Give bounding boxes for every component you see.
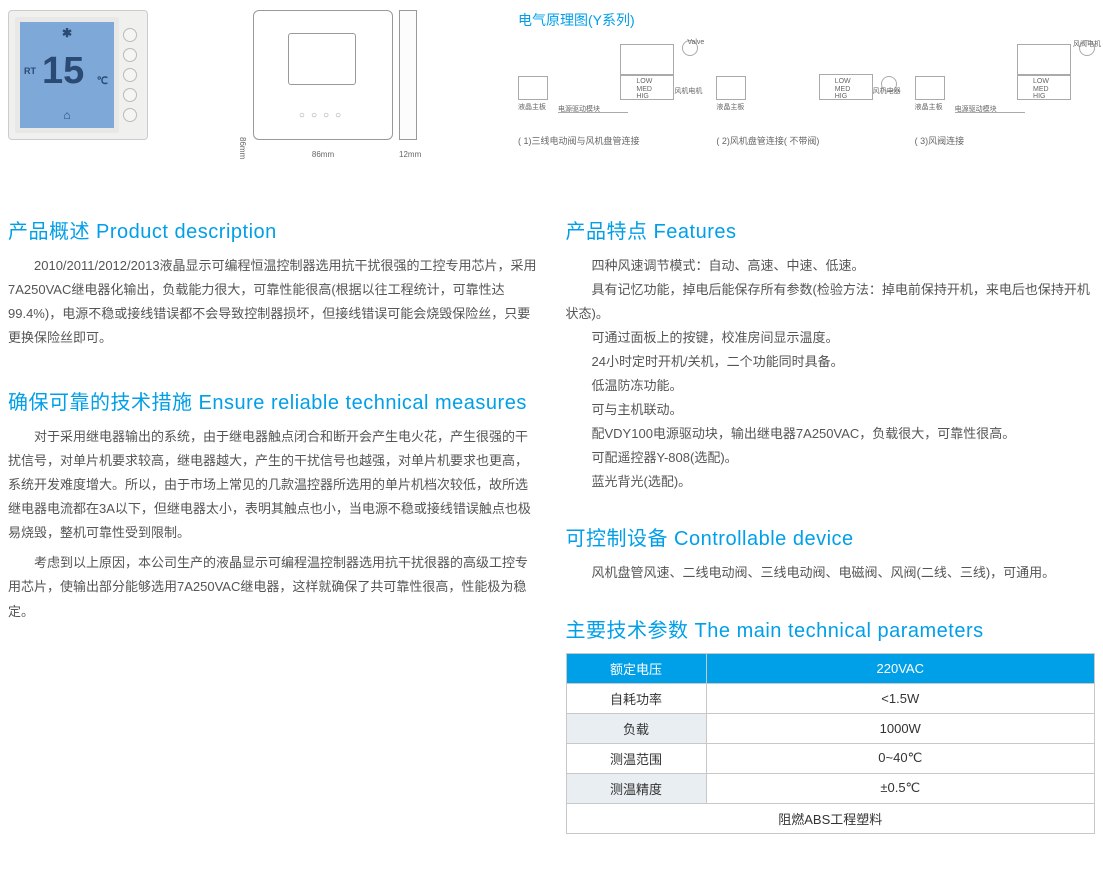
temperature-unit: ℃ <box>97 76 108 87</box>
table-cell: 0~40℃ <box>706 743 1095 773</box>
lcd-screen: ✱ RT 15 ℃ ⌂ <box>15 17 119 133</box>
feature-item: 蓝光背光(选配)。 <box>566 470 1096 494</box>
round-button <box>123 68 137 82</box>
feature-item: 可配遥控器Y-808(选配)。 <box>566 446 1096 470</box>
table-cell: 负载 <box>566 713 706 743</box>
fan-label: 风机电机 <box>674 86 702 96</box>
wiring-caption-3: ( 3)风阀连接 <box>915 134 1095 147</box>
product-photo: ✱ RT 15 ℃ ⌂ <box>8 10 198 159</box>
table-cell: <1.5W <box>706 683 1095 713</box>
lcd-board-label: 液晶主板 <box>518 102 546 112</box>
table-cell: 自耗功率 <box>566 683 706 713</box>
reliable-measures-heading: 确保可靠的技术措施 Ensure reliable technical meas… <box>8 386 538 415</box>
wiring-caption-2: ( 2)风机盘管连接( 不带阀) <box>716 134 896 147</box>
feature-item: 具有记忆功能，掉电后能保存所有参数(检验方法：掉电前保持开机，来电后也保持开机状… <box>566 278 1096 326</box>
round-button <box>123 48 137 62</box>
screen-outline <box>288 33 356 85</box>
table-merged-row: 阻燃ABS工程塑料 <box>566 803 1095 833</box>
wiring-diagram-2: LOW MED HIG 风机电器 液晶主板 ( 2)风机盘管连接( 不带阀) <box>716 38 896 147</box>
spec-table: 额定电压 220VAC 自耗功率<1.5W负载1000W测温范围0~40℃测温精… <box>566 653 1096 834</box>
psu-label: 电源驱动模块 <box>955 104 997 114</box>
table-cell: 测温范围 <box>566 743 706 773</box>
parameters-heading: 主要技术参数 The main technical parameters <box>566 614 1096 643</box>
thermostat-mock: ✱ RT 15 ℃ ⌂ <box>8 10 148 140</box>
wiring-section: 电气原理图(Y系列) Valve LOW MED HIG 风机电机 液晶主板 电… <box>518 10 1095 159</box>
speed-labels: LOW MED HIG <box>1033 78 1049 101</box>
table-row: 负载1000W <box>566 713 1095 743</box>
round-button <box>123 108 137 122</box>
round-button <box>123 88 137 102</box>
temperature-value: 15 <box>42 52 84 90</box>
wiring-diagram-1: Valve LOW MED HIG 风机电机 液晶主板 电源驱动模块 ( 1)三… <box>518 38 698 147</box>
product-description-text: 2010/2011/2012/2013液晶显示可编程恒温控制器选用抗干扰很强的工… <box>8 254 538 350</box>
motor-label: 风阀电机 <box>1073 39 1101 49</box>
left-column: 产品概述 Product description 2010/2011/2012/… <box>8 209 538 834</box>
table-header-cell: 额定电压 <box>566 653 706 683</box>
table-cell: 1000W <box>706 713 1095 743</box>
dimension-drawing: 86mm ○○○○ 86mm 12mm <box>238 10 478 159</box>
house-icon: ⌂ <box>63 108 70 122</box>
top-image-row: ✱ RT 15 ℃ ⌂ 86mm ○○○○ 86m <box>8 10 1095 159</box>
controllable-device-heading: 可控制设备 Controllable device <box>566 522 1096 551</box>
wiring-caption-1: ( 1)三线电动阀与风机盘管连接 <box>518 134 698 147</box>
product-description-heading: 产品概述 Product description <box>8 215 538 244</box>
feature-item: 24小时定时开机/关机，二个功能同时具备。 <box>566 350 1096 374</box>
snowflake-icon: ✱ <box>62 26 72 40</box>
feature-item: 四种风速调节模式：自动、高速、中速、低速。 <box>566 254 1096 278</box>
content-columns: 产品概述 Product description 2010/2011/2012/… <box>8 209 1095 834</box>
table-cell: ±0.5℃ <box>706 773 1095 803</box>
wiring-diagram-3: 风阀电机 LOW MED HIG 液晶主板 电源驱动模块 ( 3)风阀连接 <box>915 38 1095 147</box>
side-outline <box>399 10 417 140</box>
controllable-device-text: 风机盘管风速、二线电动阀、三线电动阀、电磁阀、风阀(二线、三线)，可通用。 <box>566 561 1096 585</box>
feature-item: 可通过面板上的按键，校准房间显示温度。 <box>566 326 1096 350</box>
features-heading: 产品特点 Features <box>566 215 1096 244</box>
table-row: 测温范围0~40℃ <box>566 743 1095 773</box>
width-label: 86mm <box>253 150 393 159</box>
speed-labels: LOW MED HIG <box>835 78 851 101</box>
table-row: 测温精度±0.5℃ <box>566 773 1095 803</box>
feature-item: 配VDY100电源驱动块，输出继电器7A250VAC，负载很大，可靠性很高。 <box>566 422 1096 446</box>
table-row: 自耗功率<1.5W <box>566 683 1095 713</box>
lcd-board-label: 液晶主板 <box>716 102 744 112</box>
round-button <box>123 28 137 42</box>
table-cell: 测温精度 <box>566 773 706 803</box>
lcd-board-label: 液晶主板 <box>915 102 943 112</box>
speed-labels: LOW MED HIG <box>636 78 652 101</box>
feature-item: 低温防冻功能。 <box>566 374 1096 398</box>
button-column <box>123 17 141 133</box>
rt-label: RT <box>24 66 36 76</box>
height-label: 86mm <box>238 137 247 159</box>
reliable-text-1: 对于采用继电器输出的系统，由于继电器触点闭合和断开会产生电火花，产生很强的干扰信… <box>8 425 538 545</box>
features-list: 四种风速调节模式：自动、高速、中速、低速。具有记忆功能，掉电后能保存所有参数(检… <box>566 254 1096 494</box>
fan-label: 风机电器 <box>873 86 901 96</box>
right-column: 产品特点 Features 四种风速调节模式：自动、高速、中速、低速。具有记忆功… <box>566 209 1096 834</box>
table-header-row: 额定电压 220VAC <box>566 653 1095 683</box>
wiring-title: 电气原理图(Y系列) <box>518 10 1095 30</box>
valve-label: Valve <box>687 39 704 46</box>
table-merged-cell: 阻燃ABS工程塑料 <box>566 803 1095 833</box>
feature-item: 可与主机联动。 <box>566 398 1096 422</box>
table-header-cell: 220VAC <box>706 653 1095 683</box>
front-outline: ○○○○ <box>253 10 393 140</box>
button-outline: ○○○○ <box>254 110 392 121</box>
depth-label: 12mm <box>399 150 421 159</box>
reliable-text-2: 考虑到以上原因，本公司生产的液晶显示可编程温控制器选用抗干扰很器的高级工控专用芯… <box>8 551 538 623</box>
psu-label: 电源驱动模块 <box>558 104 600 114</box>
